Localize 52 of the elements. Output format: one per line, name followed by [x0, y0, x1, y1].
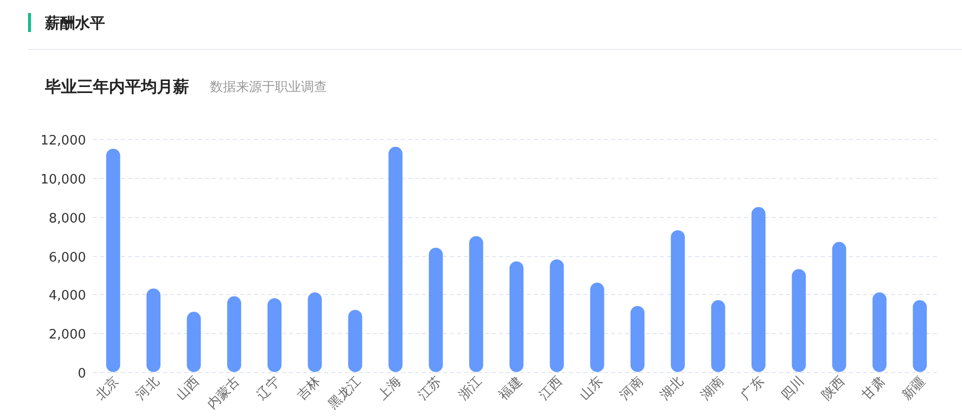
x-tick-label: 上海: [375, 374, 404, 404]
x-tick-label: 北京: [93, 374, 122, 404]
bar: [388, 146, 402, 372]
bar: [308, 292, 322, 372]
x-tick-label: 陕西: [819, 374, 848, 404]
bar: [711, 300, 726, 372]
bar: [550, 259, 564, 372]
x-tick-label: 浙江: [456, 374, 485, 404]
x-tick-label: 山西: [174, 374, 203, 404]
chart-title: 薪酬水平: [44, 14, 105, 32]
bar: [268, 298, 282, 372]
x-tick-label: 河北: [133, 374, 162, 404]
text: 数据来源于职业调查: [210, 80, 327, 95]
y-tick-label: 2,000: [48, 328, 86, 342]
bar: [227, 296, 242, 372]
x-tick-label: 甘肃: [859, 374, 888, 404]
chart-subtitle: 毕业三年内平均月薪: [44, 77, 189, 96]
bar: [146, 288, 160, 372]
y-tick-label: 8,000: [48, 212, 86, 226]
bar: [510, 261, 524, 372]
y-tick-label: 0: [78, 366, 86, 382]
bar: [106, 148, 120, 372]
bar: [630, 306, 644, 372]
x-tick-label: 内蒙古: [204, 374, 243, 412]
bar: [872, 292, 886, 372]
bar: [590, 282, 604, 372]
x-tick-label: 江苏: [416, 374, 445, 404]
x-tick-label: 福建: [496, 374, 526, 404]
bar: [912, 300, 927, 372]
bar: [428, 248, 443, 372]
y-tick-label: 10,000: [40, 172, 86, 188]
y-tick-label: 6,000: [48, 250, 86, 266]
bar: [469, 236, 484, 372]
bar: [186, 312, 201, 372]
x-tick-label: 广东: [738, 374, 768, 404]
bar: [832, 242, 846, 372]
y-tick-label: 4,000: [48, 288, 86, 304]
bar: [348, 310, 362, 372]
x-tick-label: 湖南: [698, 374, 727, 404]
bar: [670, 230, 685, 372]
y-tick-label: 12,000: [40, 134, 86, 148]
x-tick-label: 吉林: [294, 374, 324, 404]
x-tick-label: 新疆: [900, 374, 929, 404]
x-tick-label: 辽宁: [254, 374, 284, 404]
bar: [752, 206, 766, 372]
bar: [792, 269, 806, 372]
x-tick-label: 黑龙江: [326, 374, 364, 412]
x-tick-label: 湖北: [658, 374, 687, 404]
x-tick-label: 四川: [778, 374, 808, 404]
x-tick-label: 江西: [536, 374, 566, 404]
x-tick-label: 山东: [577, 374, 606, 404]
x-tick-label: 河南: [617, 374, 646, 404]
